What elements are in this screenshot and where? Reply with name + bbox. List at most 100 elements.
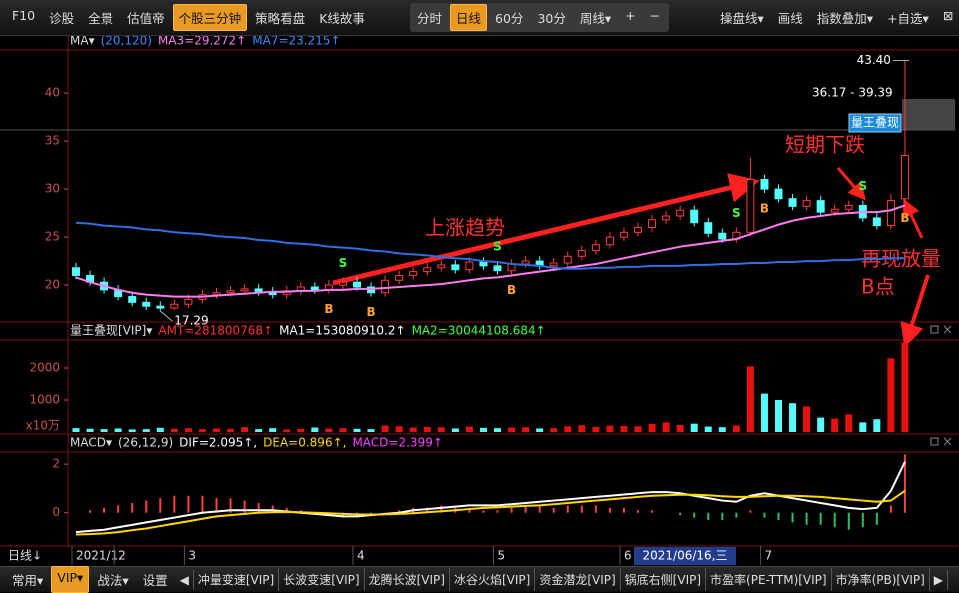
period-button[interactable]: − xyxy=(649,8,661,23)
volume-bar xyxy=(662,422,670,432)
volume-bar xyxy=(283,429,291,432)
tabs: 冲量变速[VIP] 长波变速[VIP] 龙腾长波[VIP] 冰谷火焰[VIP] 资金潜龙… xyxy=(194,568,930,591)
toolbar-button[interactable]: K线故事 xyxy=(319,11,365,26)
candle-body xyxy=(760,179,769,190)
period-button[interactable]: 30分 xyxy=(537,11,566,26)
candle-body xyxy=(563,255,572,264)
candle-body xyxy=(662,215,671,221)
volume-bar xyxy=(297,428,305,432)
candle-body xyxy=(128,296,137,303)
volume-bar xyxy=(634,426,642,432)
volume-bar xyxy=(451,428,459,432)
line xyxy=(75,204,906,298)
volume-bar xyxy=(184,428,192,432)
background xyxy=(0,36,959,566)
menu-button[interactable]: 战法▾ xyxy=(97,573,129,588)
next[interactable]: ▶ xyxy=(930,569,949,590)
header-item: DIF=2.095↑, xyxy=(179,436,257,450)
volume-bar xyxy=(578,425,586,432)
icon xyxy=(943,325,952,334)
candle-body xyxy=(353,281,361,288)
header-item: (20,120) xyxy=(101,34,152,48)
candle-body xyxy=(451,264,460,271)
signal: B xyxy=(324,302,333,316)
annotation: 短期下跌 xyxy=(785,133,865,157)
date-label: 6 xyxy=(624,549,632,563)
signal: B xyxy=(366,305,375,319)
volume-bar xyxy=(817,417,825,432)
y-tick-label: 40 xyxy=(45,86,60,100)
icon xyxy=(930,437,939,446)
candle-body xyxy=(156,305,165,309)
menu-button[interactable]: 设置 xyxy=(142,573,168,588)
y-tick-label: 2000 xyxy=(29,361,60,375)
candle-body xyxy=(802,200,811,207)
y-tick-label: 25 xyxy=(45,230,60,244)
period-button[interactable]: + xyxy=(625,8,636,23)
volume-bar xyxy=(437,427,445,432)
candle-body xyxy=(788,198,797,207)
low-label: 17.29 xyxy=(174,314,208,328)
indicator-tab[interactable]: 锅底右侧[VIP] xyxy=(621,568,707,591)
period-button[interactable]: 分时 xyxy=(417,11,443,26)
arrow xyxy=(900,274,930,348)
candle-body xyxy=(437,264,446,269)
arrow xyxy=(332,173,760,286)
toolbar-button[interactable]: 画线 xyxy=(777,11,803,26)
volume-bar xyxy=(339,428,347,432)
indicator-tab[interactable]: 市净率(PB)[VIP] xyxy=(832,568,930,591)
candle-body xyxy=(212,292,221,296)
volume-bar xyxy=(887,358,895,432)
toolbar-button[interactable]: ⊠ xyxy=(942,8,954,23)
arrow xyxy=(902,198,924,239)
header-item: MA2=30044108.684↑ xyxy=(412,324,546,338)
toolbar-button[interactable]: 指数叠加▾ xyxy=(816,11,874,26)
toolbar-button[interactable]: 估值帝 xyxy=(127,11,165,26)
volume-bar xyxy=(479,427,487,432)
volume-bar xyxy=(704,426,712,432)
toolbar-button[interactable]: 诊股 xyxy=(49,11,75,26)
candle-body xyxy=(479,261,488,267)
volume-bar xyxy=(198,429,206,432)
period-button[interactable]: 日线 xyxy=(450,4,488,31)
date-label: 5 xyxy=(498,549,506,563)
signal: B xyxy=(900,211,909,225)
volume-bar xyxy=(72,428,80,432)
prev[interactable]: ◀ xyxy=(176,569,194,590)
candle-body xyxy=(240,288,249,292)
indicator-tab[interactable]: 市盈率(PE-TTM)[VIP] xyxy=(706,568,832,591)
volume-bar xyxy=(803,406,811,432)
toolbar-button[interactable]: 策略看盘 xyxy=(255,11,306,26)
cursor-date: 2021/06/16,三 xyxy=(643,549,728,563)
toolbar-button[interactable]: 全景 xyxy=(88,11,114,26)
header-item: 量王叠现[VIP]▾ xyxy=(70,324,152,338)
tag: 量王叠现 xyxy=(851,116,899,130)
volume-bar xyxy=(423,426,431,432)
volume-bar xyxy=(241,427,249,432)
line xyxy=(75,461,906,534)
menu-button[interactable]: 常用▾ xyxy=(12,573,44,588)
menu-button[interactable]: VIP▾ xyxy=(51,566,90,593)
toolbar-button[interactable]: 操盘线▾ xyxy=(720,11,764,26)
toolbar-button[interactable]: F10 xyxy=(12,8,36,23)
candle-body xyxy=(591,244,600,252)
candle-body xyxy=(718,232,727,240)
toolbar-button[interactable]: +自选▾ xyxy=(887,11,929,26)
toolbar-button[interactable]: 个股三分钟 xyxy=(172,4,248,31)
period-button[interactable]: 周线▾ xyxy=(579,11,612,26)
indicator-tab[interactable]: 冰谷火焰[VIP] xyxy=(450,568,536,591)
period-button[interactable]: 60分 xyxy=(495,11,524,26)
candle-body xyxy=(830,208,839,213)
volume-bar xyxy=(522,427,530,432)
unit-label: x10万 xyxy=(26,419,60,433)
indicator-tab[interactable]: 龙腾长波[VIP] xyxy=(365,568,450,591)
candle-body xyxy=(619,231,628,238)
volume-bar xyxy=(156,427,164,432)
indicator-tab[interactable]: 长波变速[VIP] xyxy=(279,568,365,591)
indicator-tab[interactable]: 资金潜龙[VIP] xyxy=(535,568,621,591)
volume-bar xyxy=(873,419,881,432)
volume-bar xyxy=(831,418,839,432)
header-item: DEA=0.896↑, xyxy=(263,436,346,450)
indicator-tab[interactable]: 冲量变速[VIP] xyxy=(194,568,280,591)
